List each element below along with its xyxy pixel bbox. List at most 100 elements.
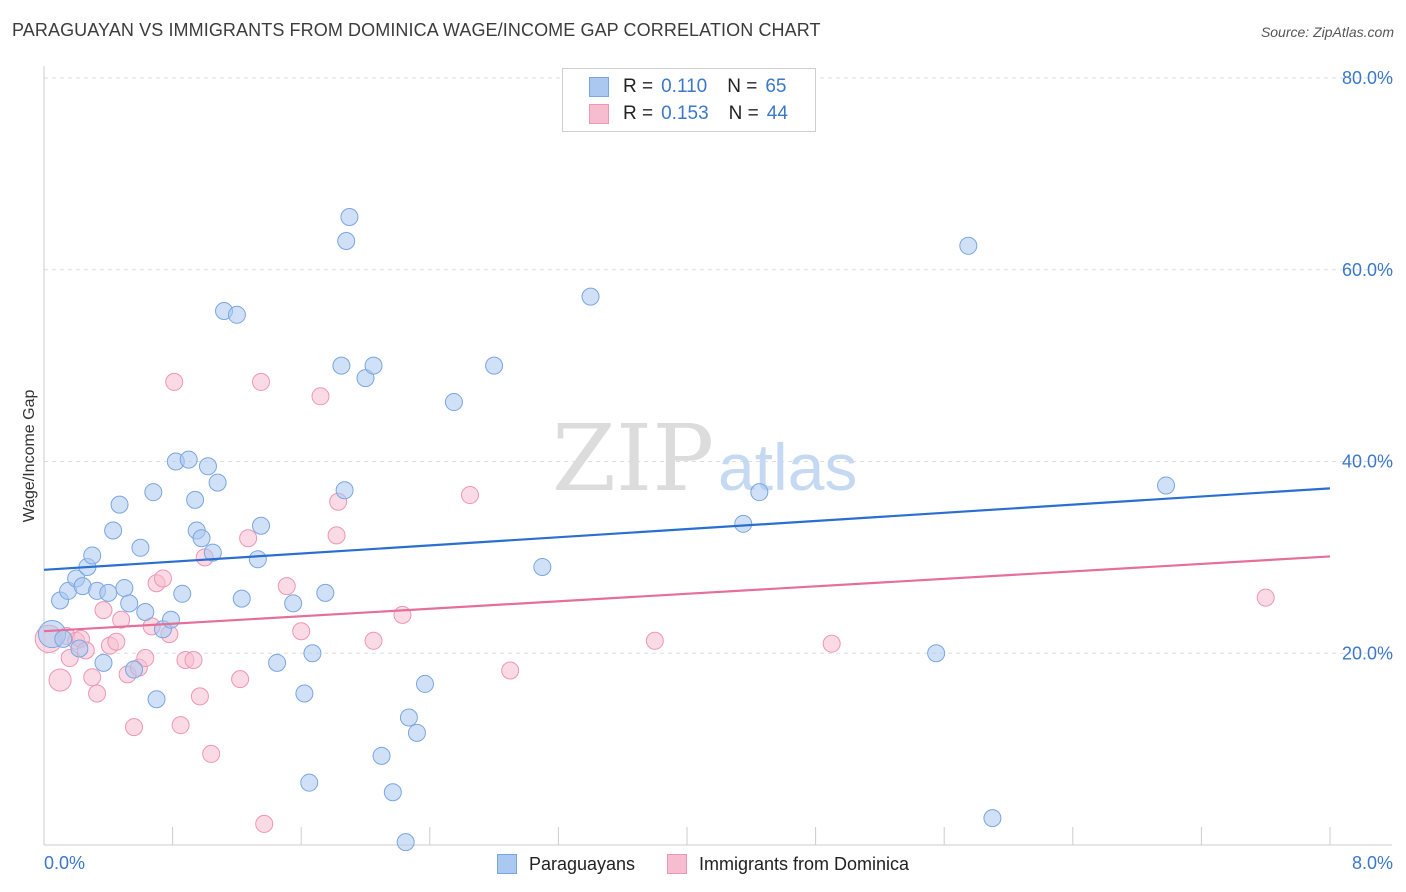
r-value: 0.110 (661, 76, 707, 98)
dominica-point (126, 719, 143, 736)
paraguayans-point (984, 810, 1001, 827)
paraguayans-point (145, 484, 162, 501)
paraguayans-point (336, 482, 353, 499)
paraguayans-point (1158, 477, 1175, 494)
paraguayans-point (486, 357, 503, 374)
legend-label: Immigrants from Dominica (699, 854, 909, 875)
legend-label: Paraguayans (529, 854, 635, 875)
paraguayans-point (928, 645, 945, 662)
paraguayans-point (121, 595, 138, 612)
dominica-point (278, 578, 295, 595)
paraguayans-point (180, 451, 197, 468)
paraguayans-point (233, 590, 250, 607)
paraguayans-point (416, 675, 433, 692)
dominica-legend-swatch (667, 854, 687, 874)
paraguayans-point (105, 522, 122, 539)
paraguayans-point (301, 774, 318, 791)
dominica-point (365, 632, 382, 649)
legend-item-paraguayans[interactable]: Paraguayans (497, 854, 635, 875)
dominica-point (461, 487, 478, 504)
paraguayans-point (408, 724, 425, 741)
paraguayans-point (55, 630, 72, 647)
paraguayans-point (116, 580, 133, 597)
paraguayans-point (296, 685, 313, 702)
paraguayans-point (338, 232, 355, 249)
n-value: 44 (767, 103, 788, 125)
paraguayans-point (249, 551, 266, 568)
paraguayans-point (333, 357, 350, 374)
dominica-point (253, 373, 270, 390)
stats-legend-row-dominica: R = 0.153 N = 44 (563, 101, 788, 127)
dominica-point (256, 815, 273, 832)
dominica-point (172, 717, 189, 734)
r-label: R = (623, 76, 653, 98)
paraguayans-point (199, 458, 216, 475)
paraguayans-point (209, 474, 226, 491)
paraguayans-point (582, 288, 599, 305)
paraguayans-point (373, 747, 390, 764)
dominica-point (185, 651, 202, 668)
paraguayans-point (132, 539, 149, 556)
dominica-point (823, 635, 840, 652)
y-tick-label: 20.0% (1342, 643, 1393, 663)
dominica-point (49, 669, 71, 691)
paraguayans-point (751, 484, 768, 501)
paraguayans-point (137, 604, 154, 621)
dominica-point (312, 388, 329, 405)
paraguayans-point (111, 496, 128, 513)
paraguayans-point (735, 515, 752, 532)
paraguayans-point (534, 558, 551, 575)
dominica-point (84, 669, 101, 686)
paraguayans-legend-swatch (497, 854, 517, 874)
dominica-swatch (589, 104, 609, 124)
paraguayans-point (174, 585, 191, 602)
watermark-zip: ZIP (552, 405, 714, 512)
paraguayans-point (269, 654, 286, 671)
paraguayans-point (193, 530, 210, 547)
dominica-point (166, 373, 183, 390)
series-legend: Paraguayans Immigrants from Dominica (0, 852, 1406, 876)
paraguayans-point (400, 709, 417, 726)
y-tick-label: 60.0% (1342, 260, 1393, 280)
paraguayans-point (341, 209, 358, 226)
paraguayans-point (317, 584, 334, 601)
dominica-point (108, 633, 125, 650)
n-value: 65 (765, 76, 786, 98)
watermark: ZIP atlas (552, 405, 857, 512)
dominica-point (232, 671, 249, 688)
paraguayans-point (960, 237, 977, 254)
dominica-point (191, 688, 208, 705)
dominica-point (95, 602, 112, 619)
scatter-chart: ZIP atlas 20.0%40.0%60.0%80.0%0.0% 8.0% W… (0, 0, 1406, 892)
paraguayans-point (304, 645, 321, 662)
paraguayans-point (285, 595, 302, 612)
paraguayans-point (397, 834, 414, 851)
dominica-point (154, 570, 171, 587)
paraguayans-swatch (589, 77, 609, 97)
dominica-point (646, 632, 663, 649)
r-label: R = (623, 103, 653, 125)
legend-item-dominica[interactable]: Immigrants from Dominica (667, 854, 909, 875)
r-value: 0.153 (661, 103, 709, 125)
dominica-point (89, 685, 106, 702)
watermark-atlas: atlas (718, 430, 857, 504)
paraguayans-point (95, 654, 112, 671)
paraguayans-point (84, 547, 101, 564)
dominica-point (203, 745, 220, 762)
paraguayans-point (384, 784, 401, 801)
paraguayans-point (445, 394, 462, 411)
paraguayans-point (162, 611, 179, 628)
paraguayans-point (228, 306, 245, 323)
dominica-point (293, 623, 310, 640)
y-tick-label: 80.0% (1342, 68, 1393, 88)
paraguayans-point (71, 640, 88, 657)
paraguayans-point (365, 357, 382, 374)
paraguayans-point (187, 491, 204, 508)
stats-legend-row-paraguayans: R = 0.110 N = 65 (563, 74, 787, 100)
n-label: N = (729, 103, 759, 125)
n-label: N = (727, 76, 757, 98)
stats-legend: R = 0.110 N = 65 R = 0.153 N = 44 (562, 68, 816, 132)
dominica-point (240, 530, 257, 547)
gridlines (44, 78, 1392, 653)
y-axis-label: Wage/Income Gap (21, 390, 38, 523)
